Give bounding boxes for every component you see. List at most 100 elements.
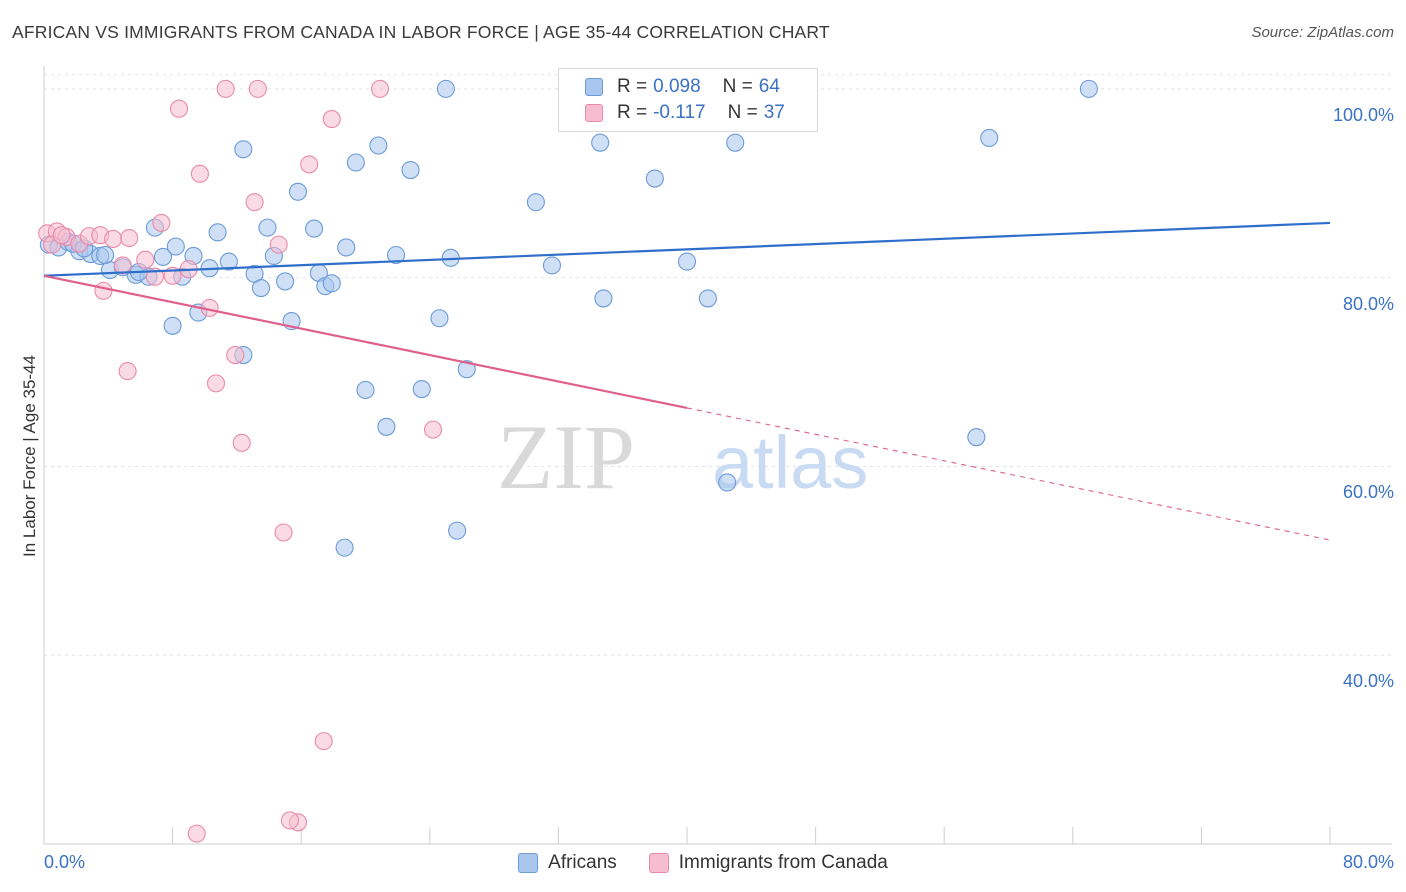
point-canada	[206, 374, 226, 393]
point-africans	[718, 473, 737, 492]
point-africans	[208, 223, 227, 242]
point-canada	[232, 433, 251, 452]
point-africans	[356, 380, 375, 400]
point-canada	[280, 811, 299, 830]
source-label: Source: ZipAtlas.com	[1251, 24, 1394, 41]
legend-r-value: -0.117	[653, 102, 706, 123]
point-canada	[226, 346, 245, 365]
point-africans	[412, 379, 431, 399]
point-canada	[269, 235, 288, 254]
point-africans	[251, 278, 271, 298]
point-africans	[448, 521, 467, 540]
y-tick: 40.0%	[1342, 671, 1394, 692]
point-africans	[305, 219, 324, 238]
point-africans	[726, 133, 745, 152]
point-africans	[401, 161, 420, 180]
point-africans	[288, 182, 308, 201]
x-tick-right: 80.0%	[1342, 852, 1394, 872]
trend-africans	[43, 221, 1331, 277]
point-canada	[120, 228, 139, 248]
point-canada	[136, 250, 155, 269]
legend-r-value: 0.098	[653, 76, 701, 97]
point-africans	[96, 245, 115, 265]
point-canada	[118, 362, 137, 381]
point-canada	[190, 164, 209, 183]
point-africans	[219, 252, 238, 271]
point-canada	[300, 155, 319, 174]
point-canada	[113, 256, 132, 275]
legend-r-label: R =	[617, 102, 648, 123]
point-africans	[457, 360, 476, 379]
point-africans	[645, 169, 664, 188]
trend-canada	[43, 274, 688, 409]
point-africans	[276, 272, 295, 291]
chart-title: AFRICAN VS IMMIGRANTS FROM CANADA IN LAB…	[12, 22, 830, 42]
point-africans	[1079, 79, 1098, 98]
point-africans	[166, 237, 185, 256]
point-africans	[377, 417, 396, 436]
point-africans	[346, 153, 365, 172]
point-canada	[104, 229, 123, 249]
point-africans	[677, 252, 697, 271]
point-canada	[314, 732, 333, 751]
point-canada	[169, 99, 189, 118]
point-africans	[526, 193, 545, 212]
series-legend: Africans Immigrants from Canada	[0, 852, 1406, 874]
point-africans	[258, 218, 277, 237]
y-axis-title: In Labor Force | Age 35-44	[20, 355, 39, 557]
point-canada	[187, 824, 206, 843]
point-canada	[152, 213, 171, 232]
legend-row-africans: R = 0.098 N = 64	[585, 75, 780, 99]
axes	[43, 66, 1392, 845]
y-tick: 60.0%	[1342, 482, 1394, 503]
stats-legend: R = 0.098 N = 64 R = -0.117 N = 37	[558, 68, 818, 132]
trend-lines	[43, 221, 1331, 541]
point-africans	[369, 136, 388, 155]
point-africans	[698, 289, 717, 308]
watermark-atlas: atlas	[712, 421, 868, 504]
point-africans	[234, 140, 253, 159]
legend-r-label: R =	[617, 76, 648, 97]
legend-swatch	[648, 853, 669, 873]
legend-swatch-canada	[585, 104, 603, 122]
legend-swatch	[518, 853, 539, 873]
legend-item-canada[interactable]: Immigrants from Canada	[648, 852, 888, 874]
legend-swatch-africans	[585, 78, 603, 96]
legend-label: Immigrants from Canada	[678, 852, 888, 873]
legend-n-label: N =	[722, 76, 753, 97]
point-canada	[423, 420, 443, 439]
point-canada	[370, 79, 390, 98]
x-tick-left: 0.0%	[44, 852, 86, 872]
point-canada	[52, 226, 71, 245]
legend-n-value: 37	[763, 102, 785, 123]
point-africans	[153, 247, 173, 266]
point-africans	[337, 238, 356, 257]
point-canada	[245, 193, 264, 212]
legend-n-label: N =	[727, 102, 758, 123]
data-points	[38, 79, 1098, 843]
point-canada	[248, 79, 267, 98]
point-africans	[386, 245, 406, 265]
y-tick: 100.0%	[1332, 104, 1394, 125]
watermark: ZIP atlas	[497, 406, 868, 508]
legend-row-canada: R = -0.117 N = 37	[585, 101, 785, 125]
point-africans	[430, 309, 449, 328]
point-africans	[335, 538, 354, 557]
grid-lines	[44, 74, 1392, 656]
point-africans	[980, 128, 999, 148]
point-africans	[436, 79, 455, 98]
point-africans	[591, 133, 610, 152]
legend-label: Africans	[548, 852, 617, 873]
point-africans	[163, 316, 182, 335]
watermark-zip: ZIP	[497, 406, 635, 508]
point-canada	[274, 523, 293, 542]
point-africans	[542, 256, 562, 275]
point-africans	[967, 428, 986, 447]
point-africans	[322, 274, 341, 293]
point-canada	[216, 79, 235, 98]
point-africans	[594, 289, 613, 308]
y-tick: 80.0%	[1342, 293, 1394, 314]
legend-item-africans[interactable]: Africans	[518, 852, 617, 874]
point-canada	[94, 281, 113, 300]
